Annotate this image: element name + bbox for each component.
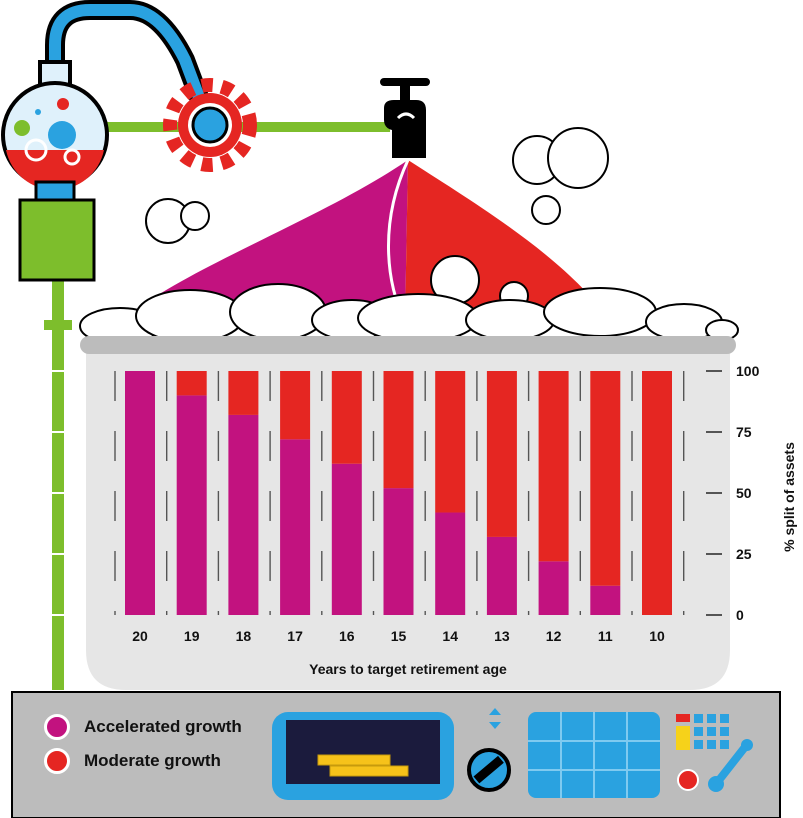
- green-box: [18, 198, 96, 282]
- bar-moderate: [176, 371, 207, 396]
- legend-swatch-moderate: [44, 748, 70, 774]
- bar-moderate: [331, 371, 362, 464]
- bar-moderate: [538, 371, 569, 562]
- foam-icon: [79, 283, 739, 345]
- bar-accelerated: [538, 561, 569, 615]
- x-tick-label: 20: [132, 628, 148, 644]
- bar-moderate: [280, 371, 311, 440]
- x-tick-labels: 20 19 18 17 16 15 14 13 12 11 10: [132, 628, 665, 644]
- blue-pipe: [49, 4, 206, 103]
- x-axis-label: Years to target retirement age: [309, 661, 507, 677]
- green-pipe-left: [90, 122, 210, 132]
- bar-accelerated: [590, 585, 621, 615]
- bar-accelerated: [383, 488, 414, 615]
- pipe-joint: [44, 320, 72, 330]
- tap-icon: [380, 78, 430, 158]
- bars: [125, 371, 672, 615]
- x-tick-label: 15: [391, 628, 407, 644]
- y-axis-label: % split of assets: [781, 442, 797, 552]
- y-tick-label: 25: [736, 546, 752, 562]
- bar-moderate: [590, 371, 621, 586]
- tub-rim: [80, 336, 736, 354]
- x-tick-label: 18: [236, 628, 252, 644]
- green-pipe-right: [240, 122, 390, 132]
- bar-accelerated: [331, 463, 362, 615]
- x-tick-label: 17: [287, 628, 303, 644]
- x-tick-label: 16: [339, 628, 355, 644]
- bar-moderate: [228, 371, 259, 415]
- bar-accelerated: [486, 536, 517, 615]
- bar-accelerated: [176, 395, 207, 615]
- bar-accelerated: [228, 414, 259, 615]
- legend: Accelerated growth Moderate growth: [44, 712, 242, 780]
- x-tick-label: 10: [649, 628, 665, 644]
- x-tick-label: 13: [494, 628, 510, 644]
- bar-moderate: [435, 371, 466, 513]
- control-buttons-icon: [676, 714, 753, 792]
- y-tick-labels: 100 75 50 25 0: [736, 363, 760, 623]
- y-tick-label: 50: [736, 485, 752, 501]
- bar-moderate: [383, 371, 414, 489]
- bar-accelerated: [280, 439, 311, 615]
- accelerated-stream: [120, 160, 408, 322]
- green-pipe-vertical: [52, 280, 64, 690]
- legend-swatch-accelerated: [44, 714, 70, 740]
- flask-icon: [1, 60, 109, 202]
- bar-moderate: [642, 371, 672, 615]
- x-tick-label: 11: [598, 628, 613, 644]
- screen-icon: [272, 712, 454, 800]
- legend-label-moderate: Moderate growth: [84, 751, 221, 770]
- y-tick-label: 100: [736, 363, 760, 379]
- x-tick-label: 19: [184, 628, 200, 644]
- grid-display-icon: [528, 712, 660, 798]
- legend-item-accelerated: Accelerated growth: [44, 712, 242, 742]
- y-tick-label: 75: [736, 424, 752, 440]
- dial-icon: [467, 708, 511, 792]
- x-tick-label: 12: [546, 628, 562, 644]
- legend-label-accelerated: Accelerated growth: [84, 717, 242, 736]
- bar-accelerated: [125, 371, 155, 615]
- y-tick-marks: [44, 370, 722, 616]
- x-tick-label: 14: [442, 628, 458, 644]
- y-tick-label: 0: [736, 607, 744, 623]
- bar-accelerated: [435, 512, 466, 615]
- bar-moderate: [486, 371, 517, 537]
- gear-icon: [163, 78, 257, 172]
- legend-item-moderate: Moderate growth: [44, 746, 242, 776]
- coins-icon: [317, 754, 409, 777]
